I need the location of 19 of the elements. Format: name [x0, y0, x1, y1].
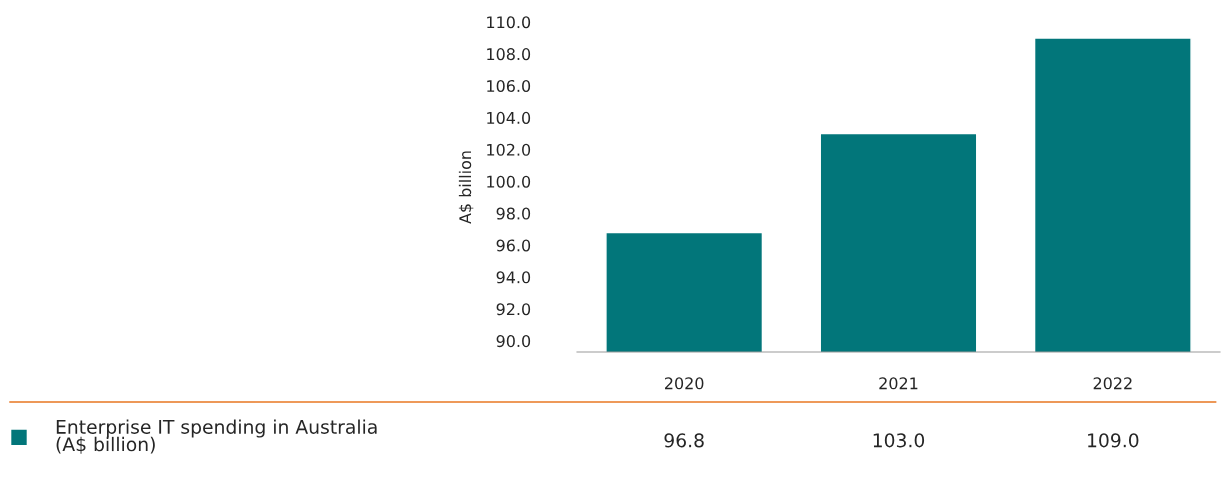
x-tick-label: 2022	[1093, 377, 1132, 390]
data-label: 96.8	[664, 433, 704, 448]
y-axis-title: A$ billion	[458, 151, 474, 224]
y-tick-label: 100.0	[487, 175, 531, 188]
data-label: 109.0	[1088, 433, 1139, 448]
y-tick-label: 110.0	[487, 16, 531, 29]
x-tick-label: 2020	[665, 377, 704, 390]
y-tick-label: 94.0	[496, 271, 531, 284]
y-tick-label: 98.0	[496, 207, 531, 220]
y-tick-label: 92.0	[496, 303, 531, 316]
data-label: 103.0	[873, 433, 925, 448]
y-tick-label: 90.0	[496, 335, 531, 348]
y-tick-label: 102.0	[487, 143, 531, 156]
x-tick-label: 2021	[879, 377, 918, 390]
legend-label: Enterprise IT spending in Australia (A$ billion)	[56, 419, 377, 454]
y-tick-label: 108.0	[487, 48, 531, 61]
y-tick-label: 96.0	[496, 239, 531, 252]
y-tick-label: 106.0	[487, 79, 531, 93]
y-tick-label: 104.0	[487, 111, 531, 124]
